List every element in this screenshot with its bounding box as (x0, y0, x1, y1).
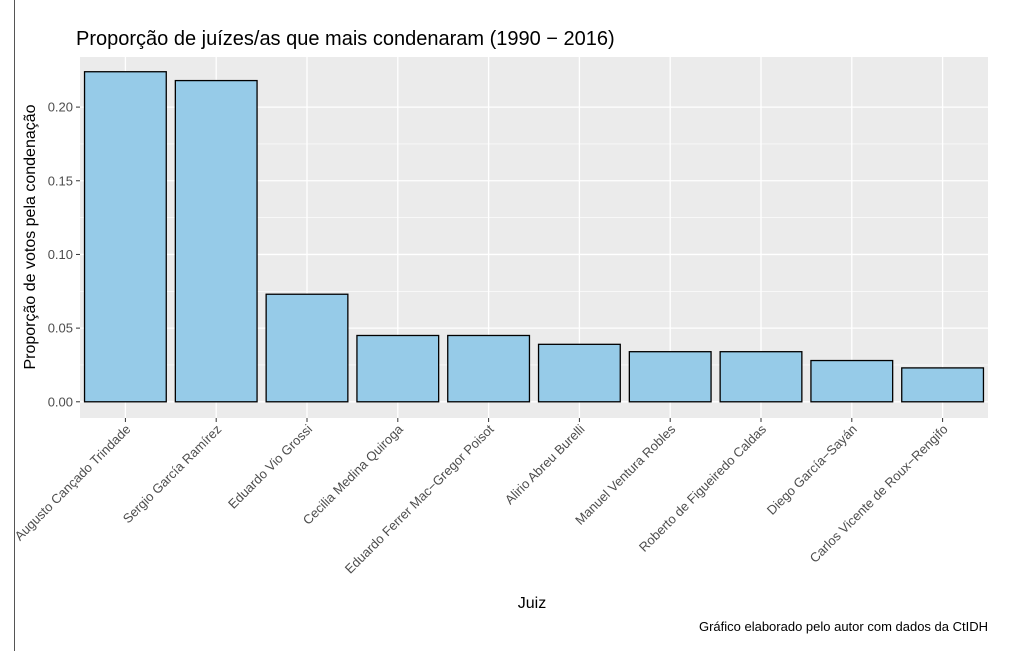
bar (901, 367, 985, 403)
bar (83, 71, 167, 403)
y-tick-label: 0.20 (48, 100, 73, 115)
bar (174, 79, 258, 403)
chart-title: Proporção de juízes/as que mais condenar… (76, 28, 615, 50)
y-tick-label: 0.00 (48, 394, 73, 409)
x-axis-title: Juiz (518, 595, 546, 612)
y-tick-label: 0.05 (48, 321, 73, 336)
bars (83, 71, 985, 403)
y-axis: 0.00 0.05 0.10 0.15 0.20 (48, 100, 80, 409)
x-tick-label: Augusto Cançado Trindade (12, 422, 134, 544)
x-tick-label: Eduardo Vio Grossi (225, 421, 315, 511)
bar (356, 334, 440, 403)
y-tick-label: 0.10 (48, 247, 73, 262)
x-tick-label: Sergio García Ramírez (120, 422, 225, 527)
x-tick-label: Alirio Abreu Burelli (502, 421, 588, 507)
bar (265, 293, 349, 403)
x-tick-label: Diego García−Sayán (764, 422, 860, 518)
chart-caption: Gráfico elaborado pelo autor com dados d… (699, 619, 988, 634)
x-tick-label: Manuel Ventura Robles (572, 421, 679, 528)
bar (719, 351, 803, 403)
bar (447, 334, 531, 403)
page-left-rule (14, 0, 15, 651)
x-tick-label: Eduardo Ferrer Mac−Gregor Poisot (342, 421, 497, 576)
bar (628, 351, 712, 403)
y-tick-label: 0.15 (48, 173, 73, 188)
bar (537, 343, 621, 403)
y-axis-title: Proporção de votos pela condenação (22, 104, 39, 369)
x-tick-label: Cecilia Medina Quiroga (300, 421, 407, 528)
bar (810, 359, 894, 403)
